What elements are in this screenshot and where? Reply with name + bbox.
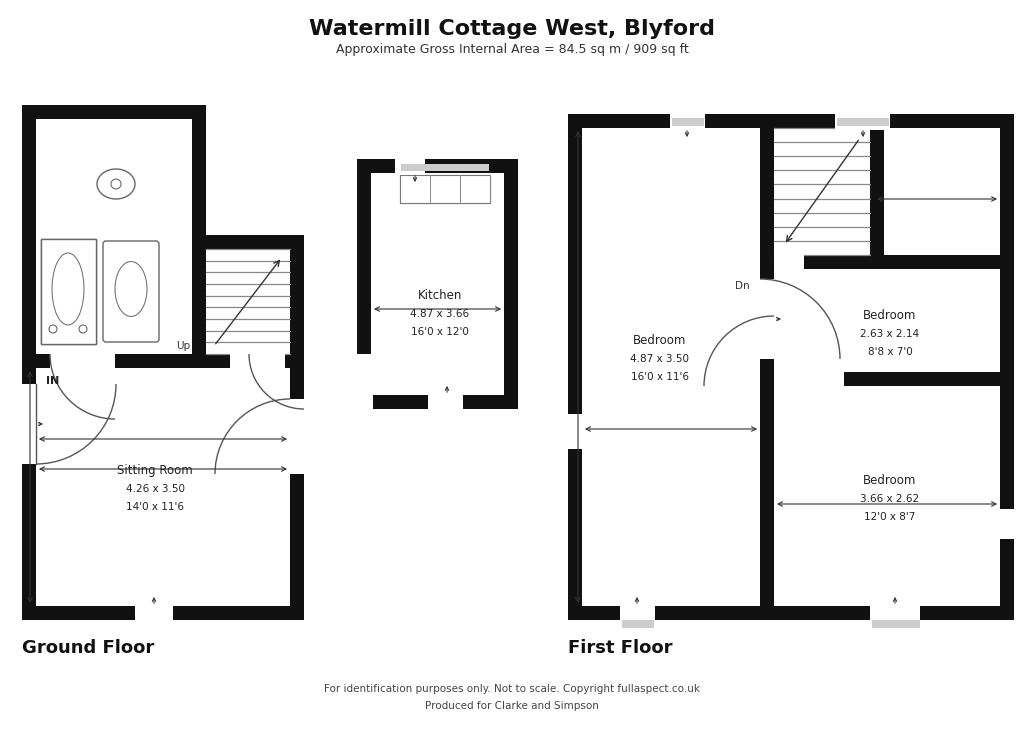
Bar	[670, 112, 705, 130]
Circle shape	[49, 325, 57, 333]
Bar	[760, 279, 776, 359]
Bar	[835, 112, 890, 130]
Bar	[620, 604, 655, 622]
Bar	[774, 255, 1000, 269]
Text: For identification purposes only. Not to scale. Copyright fullaspect.co.uk: For identification purposes only. Not to…	[324, 684, 700, 694]
Text: 16'0 x 11'6: 16'0 x 11'6	[631, 372, 689, 382]
Bar	[774, 255, 870, 269]
Bar	[135, 604, 173, 620]
Bar	[395, 157, 425, 175]
Bar	[41, 239, 96, 344]
Text: 4.87 x 3.50: 4.87 x 3.50	[631, 354, 689, 364]
Bar	[870, 604, 920, 622]
Ellipse shape	[115, 262, 147, 316]
Bar	[774, 253, 804, 269]
Bar	[22, 606, 304, 620]
Bar	[41, 239, 96, 344]
Ellipse shape	[52, 253, 84, 325]
Bar	[566, 414, 584, 449]
Bar	[504, 159, 518, 409]
Bar	[357, 354, 373, 409]
Text: Kitchen: Kitchen	[418, 289, 462, 302]
Bar	[193, 354, 290, 368]
Text: First Floor: First Floor	[568, 639, 673, 657]
Text: 14'0 x 11'6: 14'0 x 11'6	[126, 502, 184, 512]
Text: Bedroom: Bedroom	[633, 334, 687, 347]
Text: 4.87 x 3.66: 4.87 x 3.66	[411, 309, 470, 319]
Bar	[428, 393, 463, 411]
Text: Watermill Cottage West, Blyford: Watermill Cottage West, Blyford	[309, 19, 715, 39]
Text: Ground Floor: Ground Floor	[22, 639, 155, 657]
Text: Approximate Gross Internal Area = 84.5 sq m / 909 sq ft: Approximate Gross Internal Area = 84.5 s…	[336, 43, 688, 55]
Circle shape	[111, 179, 121, 189]
Bar	[568, 114, 1014, 128]
Text: Up: Up	[176, 341, 190, 351]
Bar	[22, 105, 206, 119]
Text: Bedroom: Bedroom	[863, 309, 916, 322]
Bar	[290, 235, 304, 620]
Text: Produced for Clarke and Simpson: Produced for Clarke and Simpson	[425, 701, 599, 711]
Ellipse shape	[97, 169, 135, 199]
Bar	[760, 114, 774, 620]
Circle shape	[79, 325, 87, 333]
Bar	[998, 509, 1016, 539]
Bar	[193, 105, 206, 368]
Bar	[837, 118, 889, 126]
Text: 2.63 x 2.14: 2.63 x 2.14	[860, 329, 920, 339]
Text: 16'0 x 12'0: 16'0 x 12'0	[411, 327, 469, 337]
Bar	[230, 352, 285, 370]
Bar	[870, 114, 884, 269]
Text: Dn: Dn	[735, 281, 750, 291]
Bar	[290, 399, 306, 474]
Text: IN: IN	[46, 376, 59, 386]
Bar	[672, 118, 705, 126]
Bar	[20, 384, 38, 464]
Bar	[22, 354, 206, 368]
Bar	[357, 159, 518, 173]
Bar	[357, 395, 518, 409]
Bar	[872, 620, 920, 628]
FancyBboxPatch shape	[103, 241, 159, 342]
Bar	[50, 352, 115, 370]
Text: 12'0 x 8'7: 12'0 x 8'7	[864, 512, 915, 522]
Bar	[357, 159, 371, 409]
Bar	[568, 606, 1014, 620]
Text: Sitting Room: Sitting Room	[117, 464, 193, 477]
Bar	[622, 620, 654, 628]
Text: 4.26 x 3.50: 4.26 x 3.50	[126, 484, 184, 494]
Text: 8'8 x 7'0: 8'8 x 7'0	[867, 347, 912, 357]
Text: 3.66 x 2.62: 3.66 x 2.62	[860, 494, 920, 504]
Bar	[1000, 114, 1014, 620]
Bar	[568, 114, 582, 620]
Bar	[400, 175, 490, 203]
Bar	[774, 372, 1000, 386]
Bar	[22, 105, 36, 620]
Bar	[401, 164, 489, 171]
Bar	[774, 370, 844, 386]
Bar	[193, 235, 304, 249]
Text: Bedroom: Bedroom	[863, 474, 916, 487]
Bar	[400, 175, 490, 203]
